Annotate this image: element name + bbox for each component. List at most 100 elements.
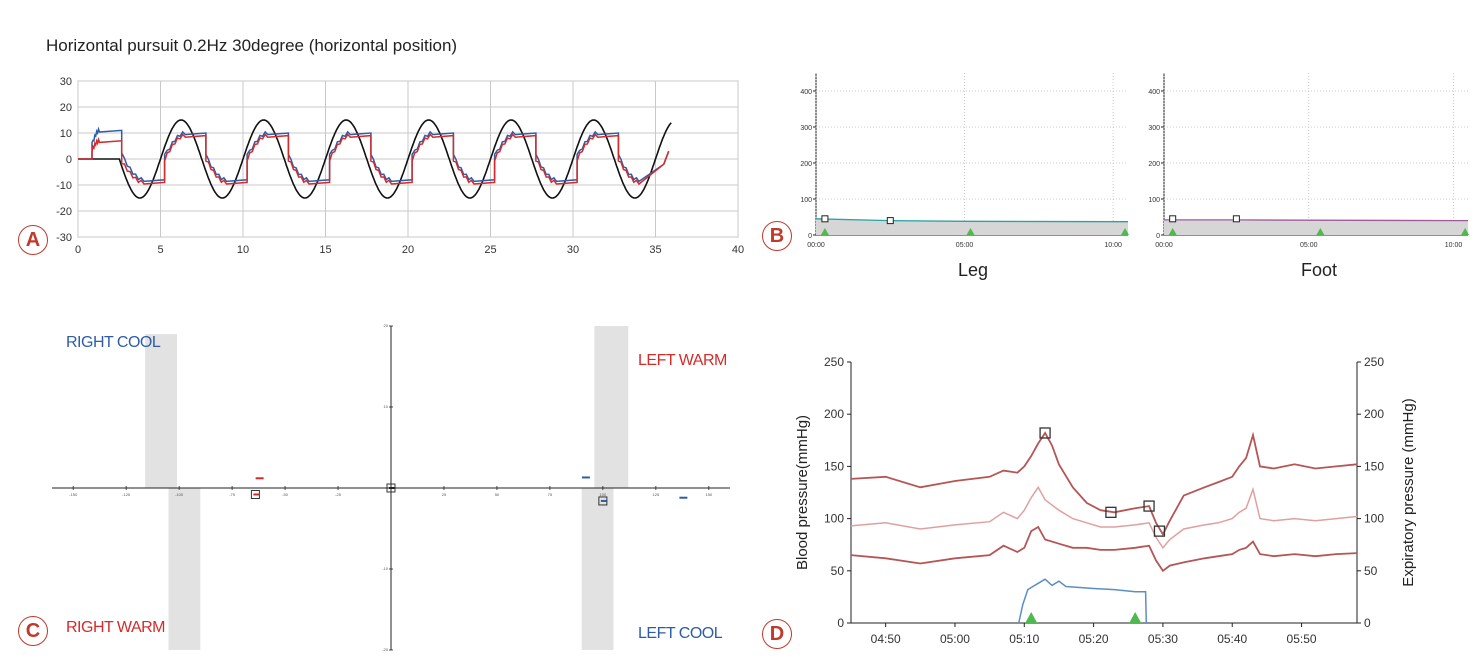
x-tick-label: 10:00	[1104, 242, 1122, 249]
event-marker	[1168, 228, 1177, 235]
y-tick-label: 20	[384, 323, 389, 328]
y-tick-label: 0	[837, 616, 844, 630]
marker-box	[1153, 525, 1166, 537]
y-tick-label: -30	[56, 232, 72, 244]
target-line	[78, 119, 672, 199]
x-tick-label: 00:00	[807, 242, 825, 249]
panel-b-badge: B	[762, 221, 792, 251]
x-tick-label: 05:50	[1287, 632, 1317, 646]
y-tick-label: 30	[60, 76, 72, 88]
x-tick-label: 05:00	[940, 632, 970, 646]
marker-box	[1105, 506, 1117, 518]
shaded-band	[594, 326, 629, 488]
x-tick-label: 05:20	[1079, 632, 1109, 646]
y-tick-label: 100	[824, 512, 844, 526]
x-tick-label: -50	[282, 492, 289, 497]
y-tick-label: 150	[824, 459, 844, 473]
panel-c-badge: C	[18, 616, 48, 646]
x-tick-label: -150	[69, 492, 78, 497]
x-tick-label: -25	[335, 492, 342, 497]
data-line	[815, 218, 1129, 223]
y-tick-label: 10	[384, 404, 389, 409]
panel-d-badge: D	[762, 619, 792, 649]
series-mean	[850, 485, 1358, 550]
y-tick-label: 0	[66, 154, 72, 166]
event-marker	[1121, 228, 1130, 235]
event-marker	[1316, 228, 1325, 235]
y-tick-label: 200	[824, 407, 844, 421]
event-marker	[966, 228, 975, 235]
x-tick-label: 05:00	[956, 242, 974, 249]
y-tick-label: 10	[60, 128, 72, 140]
y-tick-label: 200	[800, 161, 812, 168]
panel-b-right-chart: 400 300 200 100 0 00:00 05:00 10:00	[1148, 73, 1470, 249]
quadrant-label-top-right: LEFT WARM	[638, 352, 727, 369]
marker-box	[1169, 215, 1177, 223]
y2-tick-label: 200	[1364, 407, 1384, 421]
x-tick-label: 05:10	[1009, 632, 1039, 646]
x-tick-label: -75	[229, 492, 236, 497]
y-tick-label: 400	[1148, 89, 1160, 96]
y2-tick-label: 100	[1364, 512, 1384, 526]
marker-box	[1039, 427, 1051, 439]
y-tick-label: 0	[808, 233, 812, 240]
y-tick-label: 50	[831, 564, 845, 578]
panel-a-badge: A	[18, 225, 48, 255]
marker-box	[1143, 500, 1155, 512]
x-tick-label: -100	[175, 492, 184, 497]
x-tick-label: 05:40	[1217, 632, 1247, 646]
marker-box	[1232, 215, 1240, 223]
area-fill	[1164, 219, 1468, 235]
panel-d-chart: 250 250 200 200 150 150 100 100 50 50 0 0 04:50 05:00…	[794, 355, 1417, 646]
x-tick-label: 150	[705, 492, 712, 497]
series-systolic	[850, 431, 1358, 537]
x-tick-label: 25	[484, 244, 496, 256]
x-tick-label: 00:00	[1155, 242, 1173, 249]
marker-box	[821, 215, 829, 223]
x-tick-label: 40	[732, 244, 744, 256]
x-tick-label: 0	[75, 244, 81, 256]
y-tick-label: 250	[824, 355, 844, 369]
x-tick-label: 10:00	[1445, 242, 1463, 249]
shaded-band	[145, 334, 178, 488]
x-tick-label: 05:00	[1300, 242, 1318, 249]
event-marker	[1025, 612, 1038, 623]
panel-b-left-label: Leg	[958, 260, 989, 280]
x-tick-label: 50	[495, 492, 500, 497]
x-tick-label: 15	[319, 244, 331, 256]
event-marker	[820, 228, 829, 235]
quadrant-label-bottom-right: LEFT COOL	[638, 625, 723, 642]
eye-trace-red	[78, 133, 670, 186]
y-tick-label: 100	[800, 197, 812, 204]
y-tick-label: -20	[56, 206, 72, 218]
x-tick-label: 05:30	[1148, 632, 1178, 646]
y-tick-label: -20	[382, 647, 389, 652]
x-tick-label: 35	[649, 244, 661, 256]
y2-axis-label: Expiratory pressure (mmHg)	[1400, 398, 1417, 586]
y-tick-label: 300	[800, 125, 812, 132]
series-expiratory	[1017, 578, 1148, 624]
y-tick-label: 0	[1156, 233, 1160, 240]
event-marker	[1129, 612, 1142, 623]
eye-trace-blue	[78, 126, 670, 183]
quadrant-label-top-left: RIGHT COOL	[66, 334, 161, 351]
x-tick-label: 10	[237, 244, 249, 256]
panel-c-chart: -150 -125 -100 -75 -50 -25 25 50 75 100 125 150 20 10…	[52, 323, 730, 652]
y-tick-label: 100	[1148, 197, 1160, 204]
panel-b-right-label: Foot	[1301, 260, 1338, 280]
data-line	[1164, 219, 1469, 222]
event-marker	[1461, 228, 1470, 235]
y-tick-label: -10	[382, 566, 389, 571]
shaded-band	[581, 488, 614, 650]
shaded-band	[168, 488, 201, 650]
y2-tick-label: 0	[1364, 616, 1371, 630]
quadrant-label-bottom-left: RIGHT WARM	[66, 619, 166, 636]
y-tick-label: 200	[1148, 161, 1160, 168]
x-tick-label: 20	[402, 244, 414, 256]
y-tick-label: 20	[60, 102, 72, 114]
marker-box	[886, 217, 894, 225]
x-tick-label: 100	[600, 492, 607, 497]
y-tick-label: 300	[1148, 125, 1160, 132]
x-tick-label: 30	[567, 244, 579, 256]
